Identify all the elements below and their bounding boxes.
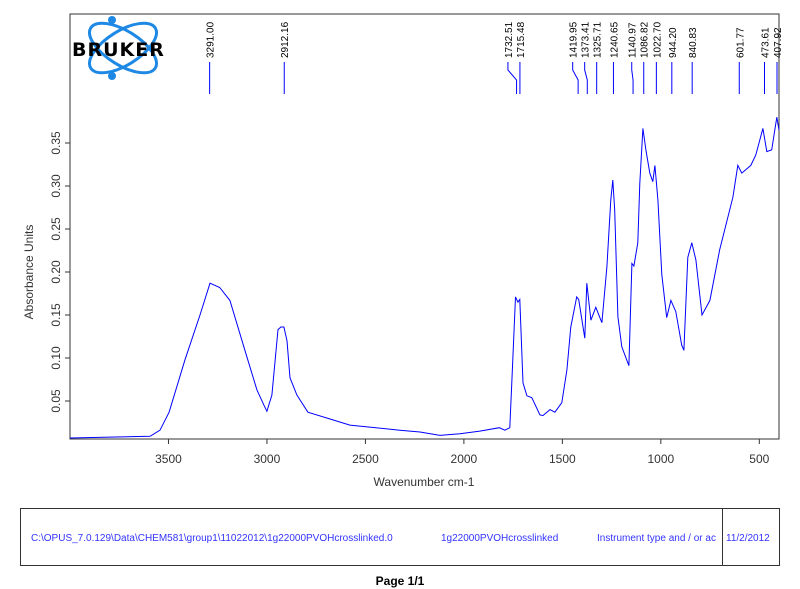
plot-frame [69,13,780,440]
peak-label: 944.20 [668,27,679,58]
y-tick-label: 0.25 [49,217,63,241]
svg-text:BRUKER: BRUKER [72,39,165,61]
x-tick-label: 2000 [451,452,478,466]
x-tick-label: 500 [749,452,769,466]
x-axis-label: Wavenumber cm-1 [374,475,475,489]
x-tick-label: 2500 [352,452,379,466]
y-tick-label: 0.15 [49,303,63,327]
x-tick-label: 1000 [647,452,674,466]
peak-marker [631,62,634,94]
y-tick-label: 0.35 [49,131,63,155]
x-tick-label: 3500 [155,452,182,466]
peak-label: 840.83 [688,27,699,58]
peak-label: 1732.51 [504,21,515,58]
ir-spectrum-chart: BRUKER 3500 3000 2500 2000 1500 1000 500 0.05 0.… [22,13,784,489]
y-axis-label: Absorbance Units [22,225,36,320]
info-footer: C:\OPUS_7.0.129\Data\CHEM581\group1\1102… [20,508,780,566]
bruker-logo: BRUKER [72,16,165,80]
y-tick-label: 0.10 [49,346,63,370]
peak-label: 1086.82 [640,21,651,58]
peak-label: 3291.00 [206,21,217,58]
date: 11/2/2012 [726,533,770,544]
x-tick-label: 3000 [254,452,281,466]
peak-marker [572,62,579,94]
peak-label: 601.77 [735,27,746,58]
peak-label: 1140.97 [628,22,639,58]
peak-label: 1022.70 [652,21,663,58]
peak-label: 2912.16 [280,21,291,58]
peak-label: 473.61 [761,27,772,58]
spectrum-line [69,117,780,439]
peak-marker [507,62,518,94]
instrument-info: Instrument type and / or ac [597,533,716,544]
peak-label: 1715.48 [516,21,527,58]
y-tick-label: 0.05 [49,389,63,413]
peak-label: 407.92 [773,27,784,58]
y-tick-label: 0.20 [49,260,63,284]
peak-label: 1325.71 [593,21,604,58]
peak-label: 1373.41 [581,21,592,58]
x-tick-label: 1500 [549,452,576,466]
peak-label: 1419.95 [569,21,580,58]
page-number: Page 1/1 [375,574,425,588]
peak-label: 1240.65 [609,21,620,58]
peak-marker [584,62,588,94]
sample-name: 1g22000PVOHcrosslinked [441,533,559,544]
file-path: C:\OPUS_7.0.129\Data\CHEM581\group1\1102… [31,533,393,544]
footer-divider [722,509,723,565]
y-tick-label: 0.30 [49,174,63,198]
